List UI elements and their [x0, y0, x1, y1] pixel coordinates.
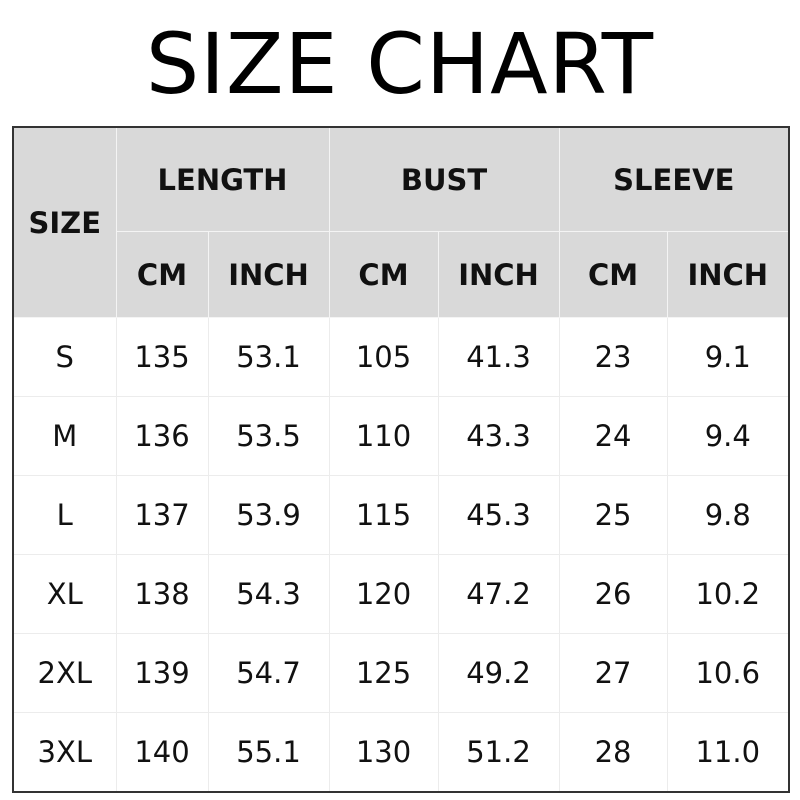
size-cell: M [12, 396, 117, 476]
table-row: L 137 53.9 115 45.3 25 9.8 [12, 475, 790, 555]
size-cell: XL [12, 554, 117, 634]
header-sleeve: SLEEVE [558, 126, 790, 232]
value-cell: 54.7 [207, 633, 330, 713]
table-row: XL 138 54.3 120 47.2 26 10.2 [12, 554, 790, 634]
header-bust: BUST [328, 126, 560, 232]
value-cell: 139 [115, 633, 209, 713]
value-cell: 43.3 [437, 396, 560, 476]
value-cell: 135 [115, 317, 209, 397]
size-cell: S [12, 317, 117, 397]
table-row: 2XL 139 54.7 125 49.2 27 10.6 [12, 633, 790, 713]
size-table: SIZE LENGTH BUST SLEEVE CM INCH CM INCH CM IN… [12, 126, 791, 793]
table-row: 3XL 140 55.1 130 51.2 28 11.0 [12, 712, 790, 793]
value-cell: 137 [115, 475, 209, 555]
unit-header: INCH [207, 231, 330, 318]
size-cell: 2XL [12, 633, 117, 713]
value-cell: 27 [558, 633, 668, 713]
page-title: SIZE CHART [145, 15, 655, 113]
value-cell: 41.3 [437, 317, 560, 397]
value-cell: 9.1 [666, 317, 790, 397]
unit-header: CM [558, 231, 668, 318]
unit-header: INCH [437, 231, 560, 318]
unit-header: INCH [666, 231, 790, 318]
value-cell: 136 [115, 396, 209, 476]
value-cell: 53.5 [207, 396, 330, 476]
table-row: S 135 53.1 105 41.3 23 9.1 [12, 317, 790, 397]
value-cell: 55.1 [207, 712, 330, 793]
value-cell: 130 [328, 712, 439, 793]
value-cell: 45.3 [437, 475, 560, 555]
value-cell: 28 [558, 712, 668, 793]
value-cell: 25 [558, 475, 668, 555]
table-row: M 136 53.5 110 43.3 24 9.4 [12, 396, 790, 476]
value-cell: 49.2 [437, 633, 560, 713]
value-cell: 11.0 [666, 712, 790, 793]
value-cell: 23 [558, 317, 668, 397]
unit-header: CM [115, 231, 209, 318]
value-cell: 115 [328, 475, 439, 555]
value-cell: 105 [328, 317, 439, 397]
value-cell: 138 [115, 554, 209, 634]
value-cell: 53.9 [207, 475, 330, 555]
value-cell: 53.1 [207, 317, 330, 397]
value-cell: 47.2 [437, 554, 560, 634]
value-cell: 9.4 [666, 396, 790, 476]
value-cell: 54.3 [207, 554, 330, 634]
header-size: SIZE [12, 126, 117, 318]
value-cell: 140 [115, 712, 209, 793]
value-cell: 10.6 [666, 633, 790, 713]
value-cell: 51.2 [437, 712, 560, 793]
value-cell: 9.8 [666, 475, 790, 555]
size-cell: 3XL [12, 712, 117, 793]
value-cell: 26 [558, 554, 668, 634]
value-cell: 24 [558, 396, 668, 476]
value-cell: 10.2 [666, 554, 790, 634]
unit-header: CM [328, 231, 439, 318]
value-cell: 120 [328, 554, 439, 634]
value-cell: 125 [328, 633, 439, 713]
size-cell: L [12, 475, 117, 555]
value-cell: 110 [328, 396, 439, 476]
header-length: LENGTH [115, 126, 330, 232]
